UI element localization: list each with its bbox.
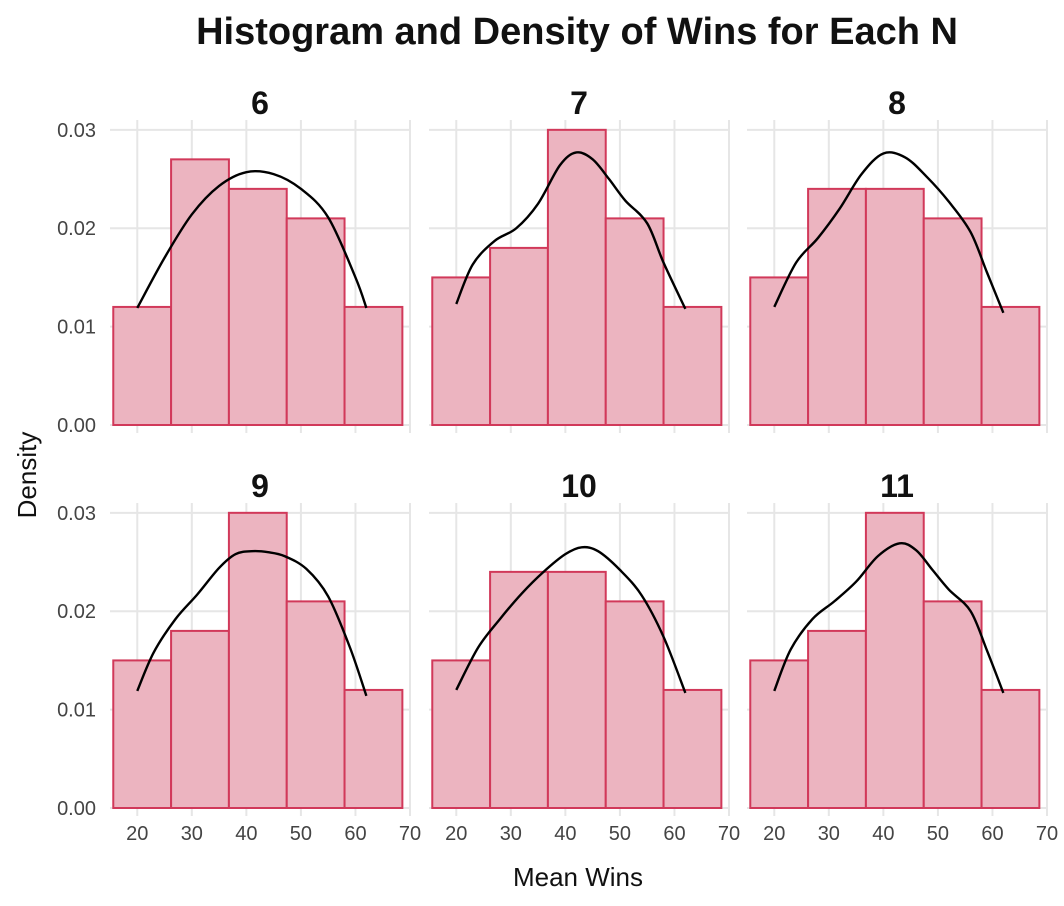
x-tick-label: 20 (126, 823, 148, 845)
facet-panel-10: 10 20 30 40 50 60 70 (429, 468, 740, 845)
y-tick-label: 0.01 (57, 700, 96, 722)
y-axis-title: Density (12, 432, 42, 519)
histogram-bar (112, 305, 173, 426)
facet-label: 7 (570, 85, 588, 121)
facet-panel-8: 8 (747, 85, 1048, 433)
density-curve (136, 169, 368, 309)
facet-panel-9: 9 0.00 0.01 0.02 0.03 20 30 40 50 60 70 (57, 468, 421, 845)
facet-label: 8 (888, 85, 906, 121)
x-tick-label: 20 (445, 823, 467, 845)
facet-panel-6: 6 0.00 0.01 0.02 0.03 (57, 85, 411, 437)
density-curve (773, 151, 1005, 314)
x-tick-label: 40 (872, 823, 894, 845)
x-tick-label: 20 (763, 823, 785, 845)
x-tick-label: 70 (1036, 823, 1058, 845)
facet-label: 10 (561, 468, 597, 504)
y-tick-label: 0.02 (57, 218, 96, 240)
histogram-bar (170, 158, 230, 427)
density-curve (455, 545, 687, 694)
y-tick-label: 0.03 (57, 503, 96, 525)
histogram-bar (170, 629, 230, 809)
x-axis-title: Mean Wins (513, 862, 643, 892)
x-tick-label: 60 (981, 823, 1003, 845)
histogram-bar (489, 246, 549, 426)
density-curve (773, 541, 1005, 694)
facet-panel-11: 11 20 30 40 50 60 70 (747, 468, 1058, 845)
histogram-bar (922, 217, 983, 426)
density-curve (455, 151, 687, 310)
x-tick-label: 60 (663, 823, 685, 845)
x-tick-label: 70 (399, 823, 421, 845)
histogram-bar (604, 600, 665, 809)
histogram-bar (749, 659, 810, 810)
y-tick-label: 0.01 (57, 317, 96, 339)
x-tick-label: 60 (344, 823, 366, 845)
histogram-bar (546, 570, 607, 809)
facet-panels: 6 0.00 0.01 0.02 0.03 7 8 9 0.00 0.01 0.02 0.03 20 30… (57, 85, 1058, 845)
y-tick-label: 0.00 (57, 798, 96, 820)
facet-label: 11 (880, 468, 914, 504)
histogram-bar (807, 187, 867, 426)
x-tick-label: 40 (235, 823, 257, 845)
histogram-bar (922, 600, 983, 809)
x-tick-label: 50 (927, 823, 949, 845)
x-tick-label: 30 (500, 823, 522, 845)
y-tick-label: 0.00 (57, 415, 96, 437)
histogram-bar (604, 217, 665, 426)
y-tick-label: 0.03 (57, 120, 96, 142)
facet-panel-7: 7 (429, 85, 730, 433)
density-curve (136, 549, 368, 697)
histogram-bar (662, 305, 723, 426)
chart-title: Histogram and Density of Wins for Each N (196, 11, 958, 53)
histogram-bar (227, 187, 288, 426)
histogram-bar (980, 305, 1041, 426)
histogram-bar (343, 688, 404, 809)
histogram-bar (343, 305, 404, 426)
x-tick-label: 30 (818, 823, 840, 845)
x-tick-label: 40 (554, 823, 576, 845)
histogram-bar (489, 570, 549, 809)
histogram-bar (227, 511, 288, 809)
histogram-bar (285, 217, 346, 426)
histogram-bar (980, 688, 1041, 809)
histogram-bar (546, 128, 607, 426)
facet-label: 6 (251, 85, 269, 121)
x-tick-label: 70 (718, 823, 740, 845)
histogram-bar (662, 688, 723, 809)
x-tick-label: 50 (290, 823, 312, 845)
histogram-bar (864, 187, 925, 426)
facet-label: 9 (251, 468, 269, 504)
histogram-bar (807, 629, 867, 809)
histogram-bar (749, 276, 810, 426)
y-tick-label: 0.02 (57, 601, 96, 623)
histogram-bar (864, 511, 925, 809)
x-tick-label: 50 (609, 823, 631, 845)
x-tick-label: 30 (181, 823, 203, 845)
histogram-bar (112, 659, 173, 810)
histogram-bar (285, 600, 346, 809)
histogram-bar (431, 276, 492, 426)
